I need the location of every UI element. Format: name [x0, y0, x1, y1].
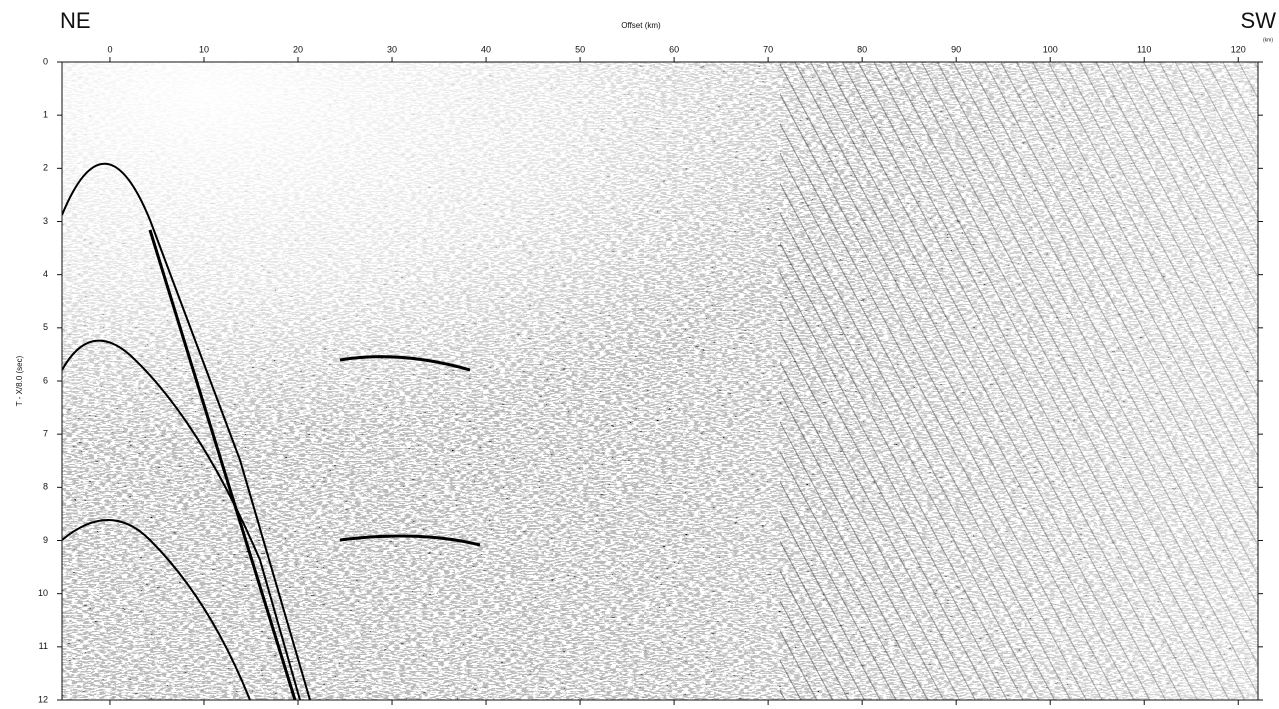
- y-tick-label: 12: [38, 694, 48, 704]
- x-tick-label: 0: [107, 44, 112, 54]
- x-tick-label: 50: [575, 44, 585, 54]
- y-tick-label: 1: [43, 110, 48, 120]
- direction-label: NE: [60, 8, 91, 33]
- y-tick-label: 3: [43, 216, 48, 226]
- x-tick-label: 90: [951, 44, 961, 54]
- x-tick-label: 110: [1137, 44, 1151, 54]
- y-axis-label: T - X/8.0 (sec): [15, 355, 24, 406]
- y-tick-label: 7: [43, 429, 48, 439]
- y-tick-label: 6: [43, 375, 48, 385]
- x-tick-label: 20: [293, 44, 303, 54]
- y-tick-label: 8: [43, 482, 48, 492]
- x-axis-label: Offset (km): [621, 21, 661, 30]
- x-tick-label: 30: [387, 44, 397, 54]
- y-tick-label: 2: [43, 163, 48, 173]
- unit-label: (km): [1263, 37, 1273, 43]
- y-tick-label: 11: [39, 641, 48, 651]
- x-tick-label: 10: [199, 44, 209, 54]
- y-tick-label: 5: [43, 322, 48, 332]
- x-tick-label: 40: [481, 44, 491, 54]
- y-tick-label: 10: [38, 588, 48, 598]
- x-tick-label: 70: [763, 44, 773, 54]
- x-tick-label: 120: [1231, 44, 1246, 54]
- direction-label: SW: [1241, 8, 1277, 33]
- seismic-image: [62, 62, 1258, 700]
- y-tick-label: 9: [43, 535, 48, 545]
- x-tick-label: 60: [669, 44, 679, 54]
- y-tick-label: 0: [43, 56, 48, 66]
- x-tick-label: 80: [857, 44, 867, 54]
- x-tick-label: 100: [1043, 44, 1058, 54]
- y-tick-label: 4: [43, 269, 48, 279]
